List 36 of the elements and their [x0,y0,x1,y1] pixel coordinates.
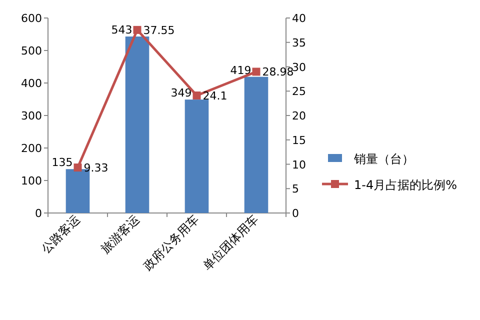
y-tick-label: 200 [21,142,42,155]
y-tick-label: 0 [35,207,42,220]
y-tick-label: 100 [21,174,42,188]
x-tick-label: 旅游客运 [98,212,142,256]
y2-tick-label: 40 [292,12,306,25]
y2-tick-label: 30 [292,60,306,74]
legend-label: 1-4月占据的比例% [354,178,458,192]
y-tick-label: 300 [21,110,42,122]
y-tick-label: 500 [21,44,42,58]
y2-tick-label: 5 [292,182,299,196]
bar [184,100,209,213]
y-tick-label: 600 [21,12,42,25]
x-tick-label: 单位团体用车 [200,212,262,274]
point [74,164,82,172]
x-tick-label: 政府公务用车 [140,212,202,274]
y2-tick-label: 20 [292,110,306,122]
data-label: 24.1 [202,90,228,103]
point [252,68,260,76]
point [192,92,201,100]
data-label: 419 [230,64,252,77]
data-label: 543 [111,24,132,37]
point [133,26,142,34]
y2-tick-label: 15 [292,134,306,147]
data-label: 9.33 [84,162,108,175]
legend-label: 销量（台） [353,152,414,166]
y2-tick-label: 25 [292,85,306,98]
data-label: 28.98 [262,66,294,79]
y-tick-label: 400 [21,77,42,90]
y2-tick-label: 0 [292,207,299,220]
bar [125,36,150,213]
bar [244,76,268,213]
data-label: 135 [52,156,73,170]
y2-tick-label: 35 [292,36,306,50]
y2-tick-label: 10 [292,158,306,172]
data-label: 349 [170,86,192,100]
data-label: 37.55 [143,24,175,37]
